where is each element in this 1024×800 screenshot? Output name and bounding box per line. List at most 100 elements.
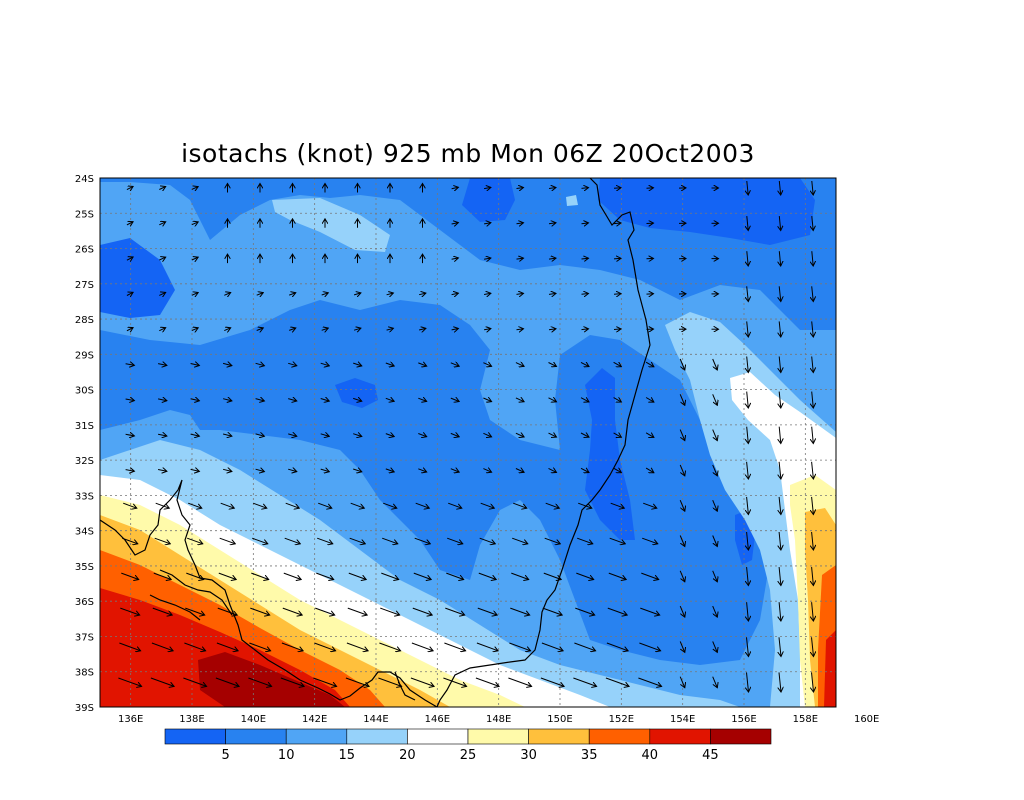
colorbar-swatch: [164, 728, 226, 745]
wind-arrow: [125, 434, 135, 436]
wind-arrow: [610, 502, 625, 508]
lat-label: 33S: [75, 491, 94, 502]
wind-arrow: [348, 572, 366, 579]
wind-arrow: [511, 572, 528, 579]
wind-arrow: [581, 329, 589, 330]
wind-arrow: [451, 258, 459, 259]
wind-arrow: [450, 398, 459, 401]
wind-arrow: [415, 502, 430, 508]
wind-arrow: [640, 607, 659, 615]
wind-arrow: [188, 502, 202, 508]
wind-arrow: [613, 433, 622, 437]
wind-arrow: [779, 531, 781, 550]
wind-arrow: [385, 363, 394, 366]
wind-arrow: [515, 433, 524, 437]
wind-arrow: [222, 434, 232, 436]
wind-arrow: [346, 642, 368, 651]
wind-arrow: [321, 328, 329, 330]
wind-arrow: [812, 602, 814, 621]
wind-arrow: [412, 607, 432, 615]
wind-arrow: [157, 364, 167, 366]
colorbar-swatch: [528, 728, 590, 745]
colorbar-label: 20: [399, 748, 416, 763]
wind-arrow: [125, 470, 135, 472]
band-0-5-coastal: [585, 368, 635, 540]
colorbar-swatch: [649, 728, 711, 745]
wind-arrow: [479, 537, 496, 544]
wind-arrow: [285, 502, 300, 508]
wind-arrow: [413, 572, 431, 579]
lat-label: 37S: [75, 632, 94, 643]
wind-arrow: [224, 328, 230, 331]
band-0-5-west: [100, 238, 175, 318]
wind-arrow: [544, 537, 561, 544]
wind-arrow: [191, 187, 198, 190]
wind-arrow: [747, 461, 749, 479]
wind-arrow: [253, 502, 267, 508]
plot-area: [100, 178, 836, 707]
wind-arrow: [812, 251, 813, 266]
wind-arrow: [679, 429, 685, 441]
wind-arrow: [607, 607, 627, 615]
wind-arrow: [613, 329, 621, 330]
wind-arrow: [283, 572, 301, 579]
lat-label: 35S: [75, 562, 94, 573]
wind-arrow: [411, 642, 433, 651]
wind-arrow: [280, 677, 304, 686]
wind-arrow: [320, 469, 330, 472]
wind-arrow: [185, 607, 204, 615]
wind-arrow: [679, 570, 685, 582]
wind-arrow: [183, 677, 206, 686]
lat-label: 26S: [75, 245, 94, 256]
wind-arrow: [284, 537, 301, 544]
lon-label: 148E: [486, 714, 511, 725]
lon-label: 142E: [302, 714, 327, 725]
wind-arrow: [543, 572, 561, 579]
wind-arrow: [779, 180, 780, 195]
wind-arrow: [248, 677, 271, 686]
lat-label: 34S: [75, 527, 94, 538]
wind-arrow: [450, 363, 459, 366]
wind-arrow: [152, 607, 172, 615]
wind-arrow: [573, 677, 596, 686]
colorbar-swatch: [225, 728, 287, 745]
wind-arrow: [184, 642, 205, 651]
band-45-50-south: [198, 652, 345, 707]
wind-arrow: [712, 676, 718, 688]
wind-arrow: [378, 677, 401, 686]
wind-arrow: [251, 572, 268, 579]
wind-arrow: [639, 642, 660, 651]
wind-arrow: [779, 286, 781, 301]
wind-arrow: [255, 399, 265, 401]
wind-arrow: [446, 572, 463, 579]
wind-arrow: [613, 468, 622, 472]
wind-arrow: [812, 531, 814, 550]
wind-arrow: [679, 535, 685, 547]
wind-arrow: [548, 433, 557, 437]
wind-arrow: [747, 286, 749, 301]
wind-arrow: [548, 293, 556, 294]
wind-arrow: [190, 469, 200, 471]
wind-arrow: [483, 398, 491, 402]
wind-arrow: [118, 677, 141, 686]
wind-arrow: [575, 607, 594, 615]
wind-arrow: [712, 535, 718, 547]
lon-label: 160E: [854, 714, 879, 725]
wind-arrow: [613, 362, 622, 366]
colorbar-label: 30: [520, 748, 537, 763]
wind-arrow: [126, 186, 133, 189]
wind-arrow: [613, 294, 621, 295]
wind-arrow: [779, 672, 781, 692]
lat-label: 24S: [75, 174, 94, 185]
wind-arrow: [712, 358, 718, 370]
wind-arrow: [779, 251, 780, 266]
wind-arrow: [386, 328, 394, 330]
wind-arrow: [812, 496, 814, 515]
wind-arrow: [451, 187, 459, 188]
wind-arrow: [289, 293, 296, 295]
wind-arrow: [222, 363, 232, 365]
wind-arrow: [318, 502, 332, 508]
wind-arrow: [252, 537, 268, 544]
wind-arrow: [548, 363, 557, 367]
colorbar-swatch: [407, 728, 469, 745]
